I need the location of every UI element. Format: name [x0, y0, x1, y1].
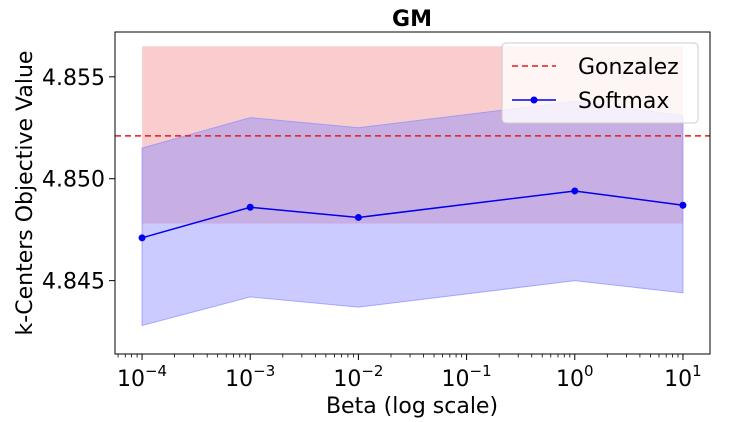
- legend: Gonzalez Softmax: [501, 42, 699, 124]
- softmax-point: [246, 203, 254, 211]
- x-tick-label: 10−3: [225, 362, 275, 392]
- softmax-point: [354, 213, 362, 221]
- legend-softmax-label: Softmax: [578, 89, 669, 114]
- softmax-point: [138, 234, 146, 242]
- x-tick-label: 100: [556, 362, 594, 392]
- softmax-point: [571, 187, 579, 195]
- legend-gonzalez-label: Gonzalez: [578, 55, 679, 80]
- x-tick-label: 10−2: [333, 362, 383, 392]
- y-tick-label: 4.845: [42, 270, 105, 295]
- y-axis-label: k-Centers Objective Value: [13, 51, 38, 336]
- y-tick-label: 4.855: [42, 66, 105, 91]
- x-axis-label: Beta (log scale): [326, 394, 498, 419]
- softmax-band: [141, 100, 684, 327]
- legend-box: [501, 42, 699, 124]
- plot-frame: [114, 31, 711, 355]
- x-tick-label: 101: [664, 362, 702, 392]
- x-tick-label: 10−4: [117, 362, 167, 392]
- y-tick-label: 4.850: [42, 168, 105, 193]
- x-tick-label: 10−1: [442, 362, 492, 392]
- chart-title: GM: [392, 7, 432, 32]
- softmax-point: [679, 201, 687, 209]
- legend-softmax-marker: [530, 96, 538, 104]
